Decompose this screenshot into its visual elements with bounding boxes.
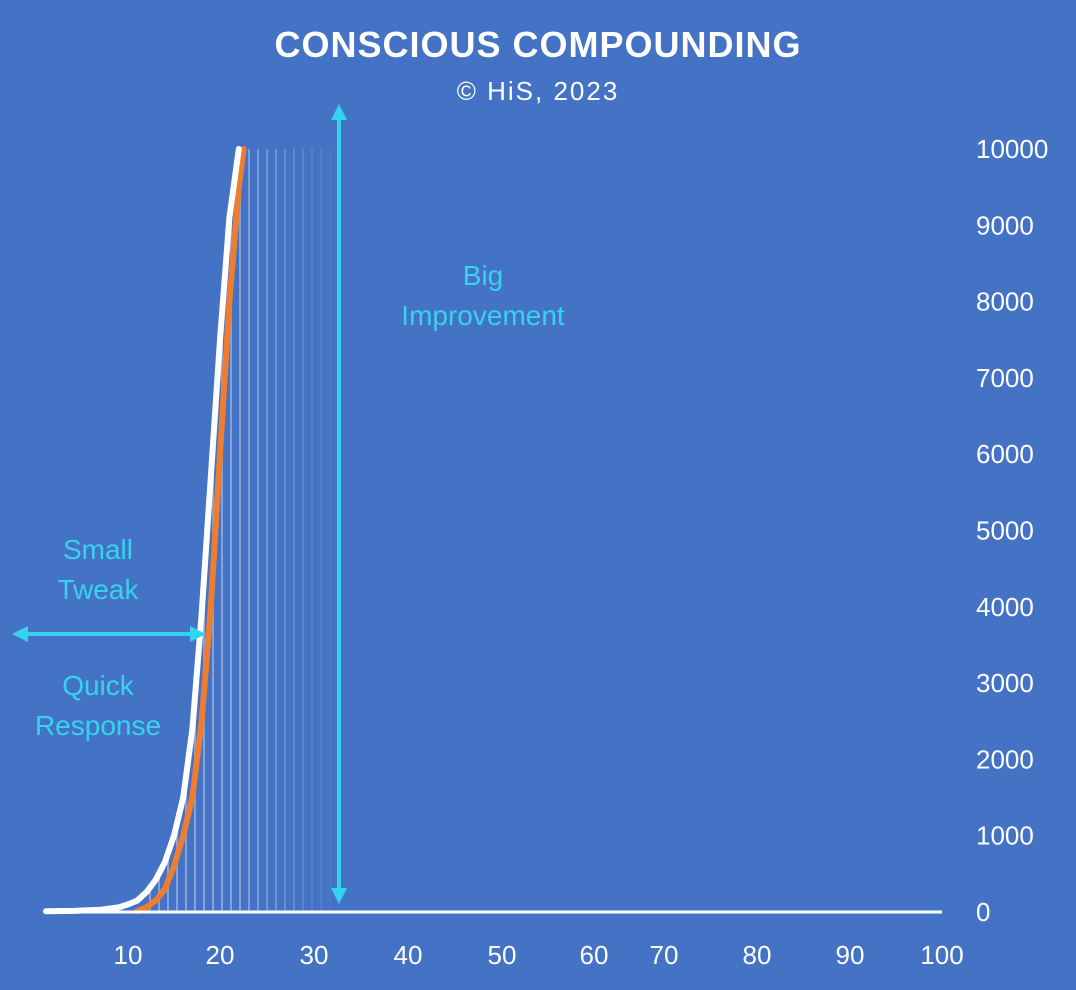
y-tick-label: 9000 bbox=[976, 210, 1034, 240]
x-tick-label: 20 bbox=[206, 940, 235, 970]
x-tick-label: 40 bbox=[394, 940, 423, 970]
y-tick-label: 5000 bbox=[976, 516, 1034, 546]
x-tick-label: 60 bbox=[580, 940, 609, 970]
annotation-line: Improvement bbox=[401, 300, 565, 331]
y-tick-label: 1000 bbox=[976, 821, 1034, 851]
y-tick-label: 3000 bbox=[976, 668, 1034, 698]
x-tick-label: 10 bbox=[114, 940, 143, 970]
y-tick-label: 6000 bbox=[976, 439, 1034, 469]
x-tick-label: 50 bbox=[488, 940, 517, 970]
annotation-line: Big bbox=[462, 260, 504, 291]
annotation-line: Small bbox=[62, 534, 133, 565]
annotation-line: Tweak bbox=[57, 574, 139, 605]
annotation-small-tweak: Small Tweak bbox=[28, 530, 168, 610]
series-layer bbox=[43, 146, 247, 915]
y-tick-label: 0 bbox=[976, 897, 990, 927]
annotation-quick-response: Quick Response bbox=[18, 666, 178, 746]
x-tick-label: 100 bbox=[920, 940, 963, 970]
y-tick-label: 2000 bbox=[976, 744, 1034, 774]
annotation-big-improvement: Big Improvement bbox=[368, 256, 598, 336]
x-tick-label: 80 bbox=[743, 940, 772, 970]
series-line-white bbox=[43, 146, 242, 915]
x-tick-label: 30 bbox=[300, 940, 329, 970]
y-tick-label: 4000 bbox=[976, 592, 1034, 622]
compounding-hatch bbox=[149, 149, 331, 912]
chart-subtitle: © HiS, 2023 bbox=[456, 76, 620, 106]
y-tick-labels: 0 1000 2000 3000 4000 5000 6000 7000 8000 9000 100… bbox=[976, 134, 1048, 927]
x-tick-label: 90 bbox=[836, 940, 865, 970]
x-tick-labels: 10 20 30 40 50 60 70 80 90 100 bbox=[114, 940, 964, 970]
annotation-line: Response bbox=[34, 710, 162, 741]
y-tick-label: 10000 bbox=[976, 134, 1048, 164]
y-tick-label: 7000 bbox=[976, 363, 1034, 393]
chart-title: CONSCIOUS COMPOUNDING bbox=[274, 24, 802, 65]
series-line-orange bbox=[134, 146, 247, 915]
y-tick-label: 8000 bbox=[976, 287, 1034, 317]
annotation-line: Quick bbox=[62, 670, 134, 701]
x-tick-label: 70 bbox=[650, 940, 679, 970]
